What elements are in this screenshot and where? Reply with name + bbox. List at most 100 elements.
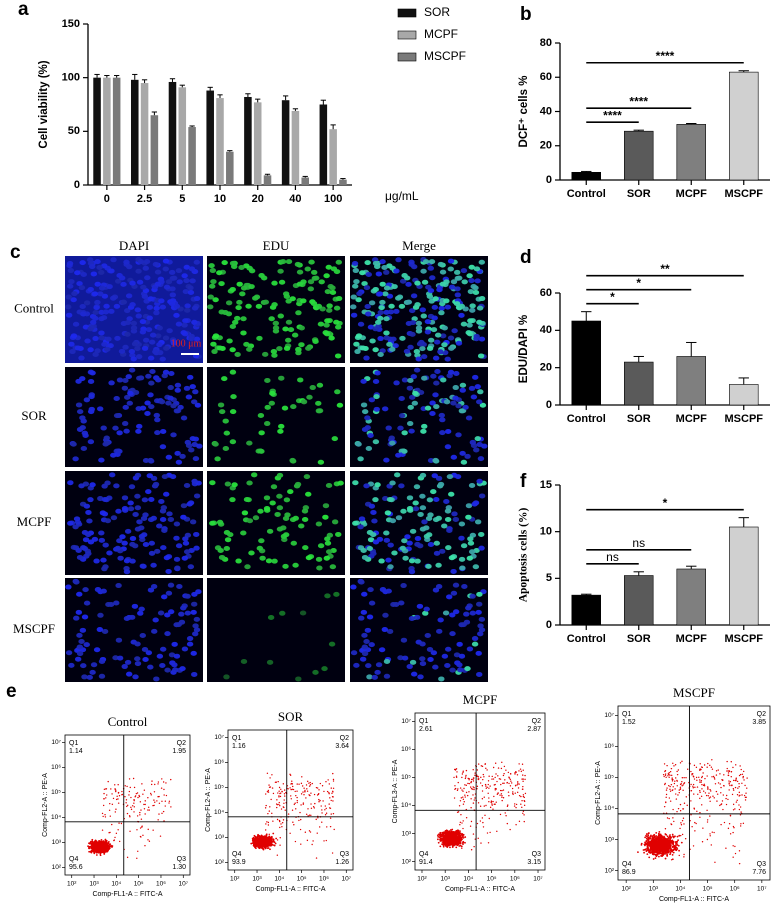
event [289, 787, 291, 789]
cell [424, 405, 432, 411]
error-bar [581, 311, 592, 321]
event [262, 843, 265, 846]
event [325, 839, 327, 842]
cell [408, 569, 416, 575]
cell [276, 493, 283, 499]
cell [129, 558, 136, 564]
cell [412, 390, 419, 396]
event [267, 789, 270, 792]
cell [434, 339, 441, 345]
cell [153, 676, 160, 682]
cell [441, 523, 448, 529]
cell [424, 319, 432, 325]
cell [125, 293, 133, 299]
event [299, 811, 301, 814]
event [266, 821, 268, 823]
cell [138, 606, 145, 612]
cell [399, 335, 406, 341]
event [279, 826, 281, 829]
bar [281, 100, 290, 185]
cell [389, 518, 397, 524]
cell [90, 662, 98, 668]
cell [317, 459, 325, 465]
cell [278, 279, 286, 285]
cell [139, 405, 147, 411]
cell [152, 261, 160, 267]
cell [91, 291, 99, 297]
event [101, 812, 104, 815]
cell [136, 423, 143, 429]
event [278, 786, 281, 789]
event [95, 851, 98, 854]
cell [191, 478, 198, 484]
cell [123, 428, 130, 434]
cell [175, 543, 183, 549]
event [91, 838, 94, 841]
cell [153, 310, 160, 316]
cell [167, 395, 174, 401]
cell [405, 299, 413, 305]
cells [207, 259, 343, 359]
event [447, 831, 450, 834]
cell [434, 369, 441, 375]
cell [421, 375, 428, 381]
cell [379, 259, 386, 265]
cell [246, 346, 253, 352]
x-tick-label: 10⁴ [111, 881, 121, 888]
cell [65, 584, 72, 590]
y-tick-label: 100 [62, 72, 80, 84]
cell [324, 536, 331, 542]
cell [389, 440, 396, 446]
cell [476, 319, 483, 325]
cell [234, 315, 241, 321]
cell [210, 279, 217, 285]
cell [352, 283, 359, 289]
cell [432, 664, 439, 670]
cell [67, 268, 75, 274]
event [275, 803, 278, 805]
event [137, 796, 139, 799]
cell [425, 515, 433, 521]
event [318, 801, 320, 803]
event [271, 812, 273, 815]
event [309, 784, 312, 786]
event [325, 807, 327, 810]
cell [224, 537, 232, 543]
cell [328, 641, 336, 647]
cell [154, 548, 161, 554]
cell [158, 298, 165, 304]
cell [449, 631, 456, 637]
event [115, 789, 117, 791]
cell [144, 275, 151, 281]
event [436, 834, 439, 837]
cell [89, 669, 96, 675]
cell [183, 549, 191, 555]
cell [154, 417, 161, 423]
cell [401, 430, 408, 436]
event [301, 776, 303, 778]
x-tick-label: 5 [179, 193, 185, 205]
cell [295, 310, 302, 316]
bar [253, 102, 262, 185]
event [144, 813, 146, 815]
event [330, 799, 332, 802]
event [451, 828, 454, 831]
cell [430, 327, 438, 333]
cell [476, 478, 483, 484]
cell [382, 612, 389, 618]
significance-label: **** [603, 108, 622, 122]
event [140, 809, 142, 811]
cell [397, 425, 404, 431]
event [109, 802, 111, 805]
x-tick-label: Control [567, 188, 606, 200]
cell [175, 268, 183, 274]
cell [358, 579, 365, 585]
event [261, 835, 264, 838]
cell [92, 351, 99, 357]
cell [439, 430, 446, 436]
cell [310, 301, 318, 307]
cell [156, 325, 163, 331]
cell [276, 346, 283, 352]
cell [268, 400, 275, 406]
cell [364, 425, 371, 431]
